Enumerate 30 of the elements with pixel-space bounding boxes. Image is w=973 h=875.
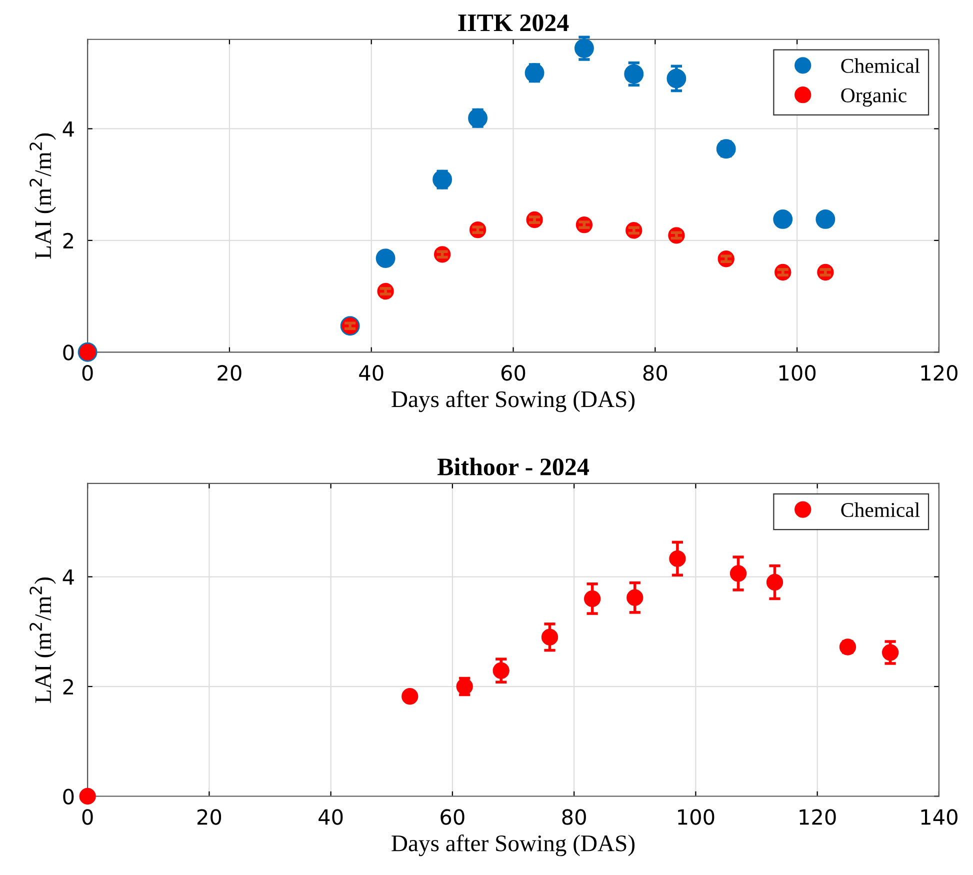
x-tick-label: 100 (779, 365, 816, 381)
y-tick-label: 0 (63, 344, 74, 360)
x-tick-label: 60 (440, 809, 464, 825)
x-tick-label: 80 (562, 809, 586, 825)
y-axis-title: LAI (m$^{2}$/m$^{2}$) (30, 133, 56, 259)
x-tick-label: 60 (501, 365, 526, 381)
x-tick-label: 80 (643, 365, 668, 381)
x-tick-label: 40 (318, 809, 343, 825)
x-tick-label: 140 (921, 809, 958, 825)
chart-title: IITK 2024 (458, 14, 569, 32)
y-tick-label: 4 (62, 121, 74, 137)
x-axis-title: Days after Sowing (DAS) (392, 834, 635, 856)
y-axis-title: LAI (m$^{2}$/m$^{2}$) (30, 578, 56, 703)
y-tick-label: 0 (63, 788, 74, 804)
y-tick-label: 4 (62, 569, 74, 585)
x-tick-label: 0 (82, 365, 93, 381)
x-tick-label: 40 (359, 365, 384, 381)
x-axis-title: Days after Sowing (DAS) (392, 390, 635, 412)
y-tick-label: 2 (63, 678, 73, 694)
legend-label: Chemical (841, 502, 920, 518)
x-tick-label: 20 (197, 809, 222, 825)
x-tick-label: 0 (82, 809, 93, 825)
legend-label: Chemical (841, 58, 920, 73)
x-tick-label: 100 (678, 809, 714, 825)
x-tick-label: 120 (921, 365, 958, 381)
x-tick-label: 120 (800, 809, 836, 825)
legend-label: Organic (841, 88, 906, 107)
chart-title: Bithoor - 2024 (438, 458, 589, 476)
y-tick-label: 2 (63, 232, 73, 248)
x-tick-label: 20 (218, 365, 242, 381)
